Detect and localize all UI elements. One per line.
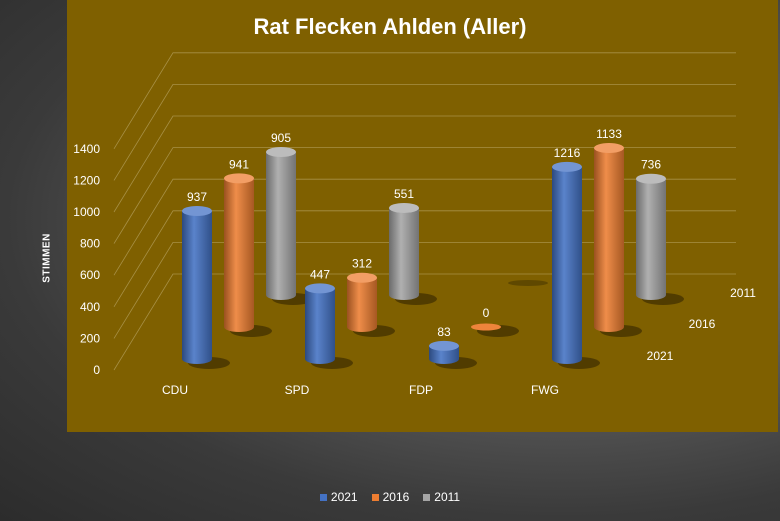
bar-2021-SPD: [305, 288, 335, 364]
bar-top: [182, 205, 212, 216]
category-label: FDP: [409, 383, 433, 397]
y-tick-label: 1400: [73, 142, 100, 156]
series-2016: 941 312 0 1133: [224, 127, 642, 337]
gridline: [113, 147, 736, 244]
bar-2011-SPD: [389, 207, 419, 300]
bar-2021-CDU: [182, 210, 212, 364]
y-tick-label: 600: [80, 268, 100, 282]
category-label: FWG: [531, 383, 559, 397]
series-axis-label: 2016: [689, 317, 716, 331]
gridline: [113, 84, 736, 181]
series-axis-label: 2021: [647, 349, 674, 363]
legend-swatch: [371, 493, 379, 501]
bar-2021-FWG: [552, 166, 582, 364]
legend-label: 2016: [382, 490, 410, 504]
data-label: 1133: [596, 127, 622, 141]
data-label: 905: [271, 131, 291, 145]
legend-label: 2011: [434, 490, 461, 504]
bar-2016-FDP: [471, 323, 501, 331]
gridline: [113, 242, 736, 339]
y-tick-label: 1000: [73, 205, 100, 219]
bar-top: [636, 173, 666, 184]
bar-top: [224, 173, 254, 184]
bar-top: [347, 272, 377, 283]
y-tick-label: 200: [80, 331, 100, 345]
y-tick-label: 400: [80, 300, 100, 314]
y-tick-label: 0: [93, 363, 100, 377]
bar-2011-FWG: [636, 178, 666, 300]
data-label: 0: [483, 306, 490, 320]
series-axis-label: 2011: [730, 286, 756, 300]
gridline: [113, 210, 736, 308]
data-label: 736: [641, 158, 661, 172]
legend-item-2016: 2016: [371, 490, 410, 504]
gridline: [113, 178, 736, 276]
data-label: 937: [187, 190, 207, 204]
legend-item-2011: 2011: [423, 490, 460, 504]
gridline: [113, 115, 736, 213]
data-label: 551: [394, 187, 414, 201]
bar-2016-SPD: [347, 277, 377, 332]
data-label: 83: [437, 325, 451, 339]
legend-label: 2021: [330, 490, 358, 504]
y-tick-label: 800: [80, 237, 100, 251]
bar-placeholder: [508, 280, 548, 286]
data-label: 312: [352, 257, 372, 271]
legend-item-2021: 2021: [319, 490, 358, 504]
data-label: 447: [310, 267, 330, 281]
bar-top: [552, 161, 582, 172]
bar-2016-FWG: [594, 147, 624, 332]
data-label: 1216: [554, 146, 581, 160]
legend-swatch: [423, 493, 431, 501]
gridline: [113, 52, 736, 150]
bar-top: [594, 142, 624, 153]
bar-2016-CDU: [224, 178, 254, 332]
bar-top: [429, 340, 459, 351]
y-tick-label: 1200: [73, 173, 100, 187]
chart-title: Rat Flecken Ahlden (Aller): [253, 14, 527, 39]
bar-2021-FDP: [429, 345, 459, 364]
gridline: [113, 273, 736, 371]
legend: 2021 2016 2011: [0, 490, 780, 504]
gridlines: [113, 52, 736, 371]
series-2011: 905 551 736: [266, 131, 684, 305]
data-label: 941: [229, 157, 249, 171]
series-2021: 937 447 83 1216: [182, 146, 600, 369]
bar-top: [266, 147, 296, 158]
bar-top: [389, 202, 419, 213]
bar-2011-CDU: [266, 152, 296, 300]
bar-top: [305, 283, 335, 294]
category-label: CDU: [162, 383, 188, 397]
legend-swatch: [319, 493, 327, 501]
category-label: SPD: [285, 383, 310, 397]
